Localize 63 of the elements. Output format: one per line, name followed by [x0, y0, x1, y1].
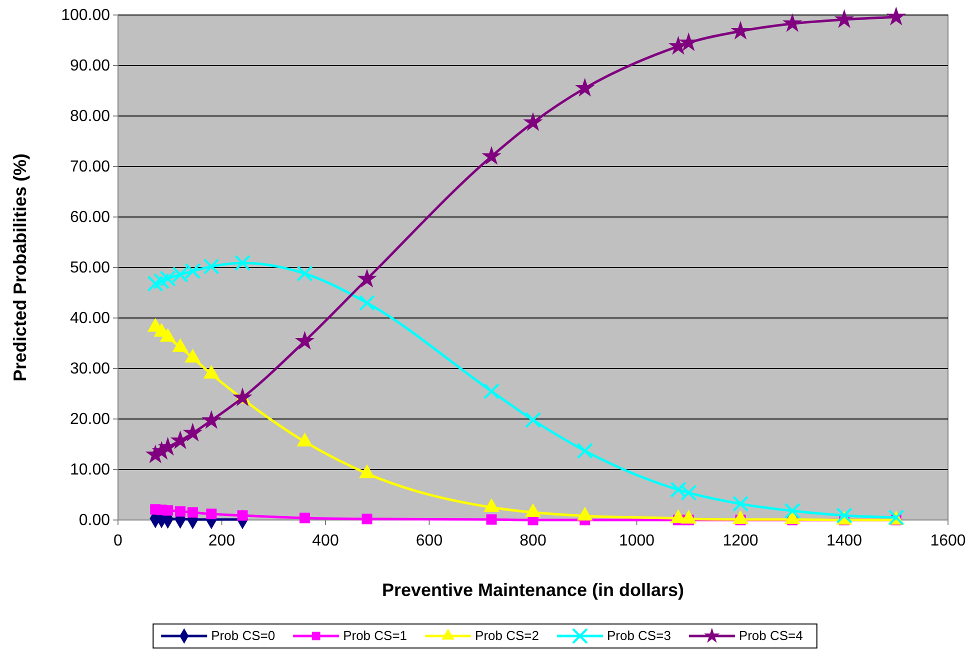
legend-label: Prob CS=3 [606, 628, 671, 643]
point [784, 502, 800, 520]
point [575, 78, 595, 97]
x-tick-label: 0 [114, 532, 123, 550]
point [357, 268, 377, 288]
y-tick-label: 10.00 [70, 462, 110, 479]
point [670, 482, 686, 498]
point [202, 410, 222, 429]
point [237, 510, 248, 521]
y-tick-label: 0.00 [78, 512, 110, 530]
x-tick-label: 200 [208, 532, 236, 550]
point [782, 13, 802, 32]
point [524, 412, 542, 428]
point [158, 436, 178, 456]
point [147, 276, 164, 292]
point [358, 294, 376, 311]
point [680, 484, 697, 501]
y-tick-label: 50.00 [70, 260, 110, 277]
point [834, 9, 854, 28]
point [483, 383, 500, 400]
x-tick-label: 1200 [722, 532, 758, 550]
point [175, 506, 186, 517]
legend-label: Prob CS=0 [211, 628, 276, 643]
y-axis-title: Predicted Probabilities (%) [10, 153, 30, 382]
point [576, 442, 593, 459]
y-tick-label: 60.00 [70, 209, 110, 226]
point [482, 146, 502, 165]
point [836, 507, 852, 524]
point [362, 514, 372, 524]
point [296, 265, 313, 282]
x-tick-label: 400 [312, 532, 339, 550]
y-tick-label: 80.00 [70, 108, 110, 126]
y-tick-label: 40.00 [70, 310, 110, 328]
x-tick-label: 600 [416, 532, 443, 550]
legend-label: Prob CS=1 [343, 628, 408, 643]
point [294, 330, 315, 350]
point [730, 20, 750, 40]
point [203, 258, 220, 275]
x-tick-label: 800 [520, 532, 546, 550]
y-tick-label: 70.00 [70, 158, 110, 176]
point [523, 112, 543, 131]
y-tick-label: 30.00 [70, 360, 110, 378]
x-axis-title: Preventive Maintenance (in dollars) [382, 580, 684, 600]
point [886, 6, 906, 26]
point [182, 422, 203, 442]
point [187, 507, 198, 518]
point [234, 254, 251, 272]
legend-label: Prob CS=2 [475, 628, 539, 643]
x-tick-label: 1000 [618, 532, 655, 550]
point [153, 273, 170, 290]
x-tick-label: 1400 [826, 532, 862, 550]
point [732, 496, 749, 512]
point [300, 512, 310, 524]
x-tick-label: 1600 [930, 532, 966, 550]
y-tick-label: 100.00 [61, 7, 110, 24]
point [162, 505, 174, 516]
point [232, 387, 252, 406]
point [486, 514, 497, 525]
point [160, 270, 176, 287]
y-tick-label: 20.00 [70, 411, 110, 428]
point [206, 508, 217, 520]
legend-label: Prob CS=4 [738, 628, 803, 643]
y-tick-label: 90.00 [70, 58, 110, 75]
